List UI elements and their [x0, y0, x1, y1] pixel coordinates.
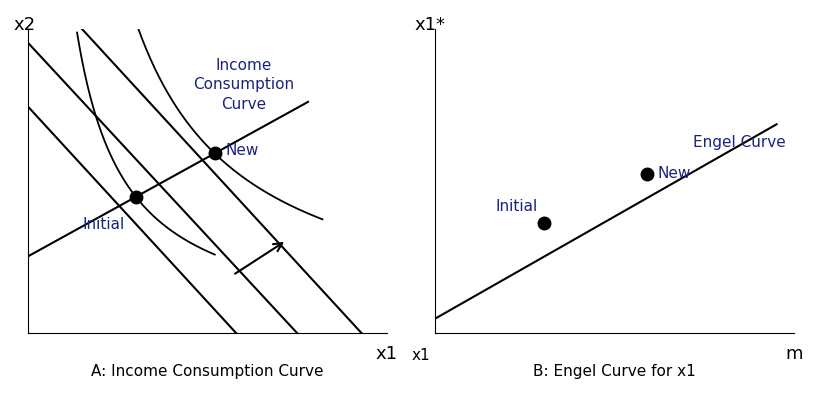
Text: x1*: x1*	[414, 16, 446, 34]
Text: Initial: Initial	[83, 217, 125, 232]
Text: x1: x1	[412, 348, 431, 363]
Text: New: New	[657, 166, 690, 181]
Text: Income
Consumption
Curve: Income Consumption Curve	[193, 58, 294, 112]
Text: Engel Curve: Engel Curve	[693, 135, 786, 150]
Text: New: New	[225, 143, 259, 158]
Text: Initial: Initial	[495, 199, 538, 214]
Text: x2: x2	[14, 16, 36, 34]
Text: A: Income Consumption Curve: A: Income Consumption Curve	[91, 364, 324, 379]
Text: x1: x1	[376, 345, 398, 363]
Text: m: m	[785, 345, 802, 363]
Text: B: Engel Curve for x1: B: Engel Curve for x1	[533, 364, 695, 379]
